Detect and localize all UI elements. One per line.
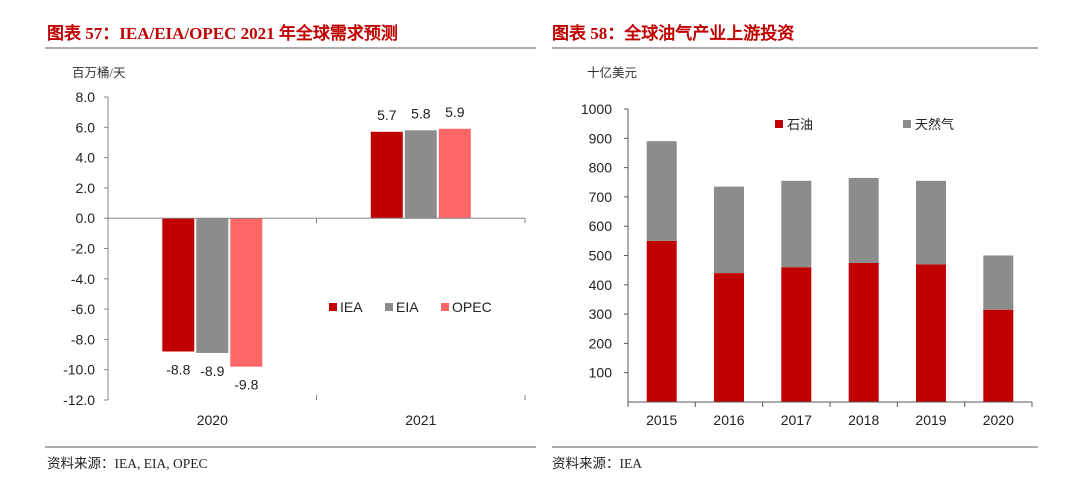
y-tick-label: -10.0	[63, 362, 95, 378]
legend-label-opec: OPEC	[452, 299, 492, 315]
y-tick-label: 400	[589, 277, 613, 293]
bar-eia-2020	[196, 218, 229, 353]
y-tick-label: 900	[589, 130, 613, 146]
right-unit-label: 十亿美元	[587, 65, 637, 80]
y-tick-label: 500	[589, 248, 613, 264]
bar-opec-2021	[438, 128, 471, 219]
data-label: 5.7	[377, 107, 397, 123]
x-category-label: 2017	[781, 412, 812, 428]
bar-iea-2020	[162, 218, 195, 352]
left-bar-chart: -8.8 5.7 -8.9 5.8 -9.8 5.9 8.0 6.0 4.0 2.0 0.0 -2.0…	[63, 89, 526, 428]
bar-segment-oil-2015	[646, 240, 677, 402]
legend-swatch-oil	[775, 120, 783, 128]
right-figure-panel: 图表 58：全球油气产业上游投资 十亿美元 2015 2016 2017 2018 20…	[552, 23, 1038, 471]
y-tick-label: 300	[589, 306, 613, 322]
bar-iea-2021	[370, 131, 403, 219]
legend-label-iea: IEA	[340, 299, 363, 315]
legend-label-oil: 石油	[787, 117, 813, 132]
y-tick-label: 8.0	[76, 89, 96, 105]
x-category-label: 2018	[848, 412, 879, 428]
x-category-label: 2020	[983, 412, 1014, 428]
y-tick-label: 200	[589, 335, 613, 351]
y-tick-label: 4.0	[76, 150, 96, 166]
x-category-label: 2015	[646, 412, 677, 428]
x-category-label: 2020	[197, 412, 228, 428]
y-tick-label: 100	[589, 365, 613, 381]
bar-eia-2021	[404, 130, 437, 219]
legend-label-gas: 天然气	[915, 117, 954, 132]
x-category-label: 2021	[405, 412, 436, 428]
x-category-label: 2016	[713, 412, 744, 428]
y-tick-label: 0.0	[76, 210, 96, 226]
bar-opec-2020	[230, 218, 263, 367]
legend-label-eia: EIA	[396, 299, 419, 315]
bar-segment-gas-2015	[646, 141, 677, 241]
legend: 石油 天然气	[775, 117, 954, 132]
bar-segment-gas-2019	[916, 180, 946, 265]
data-label: -8.8	[166, 362, 190, 378]
bar-segment-oil-2020	[983, 309, 1014, 402]
left-figure-title: 图表 57：IEA/EIA/OPEC 2021 年全球需求预测	[47, 23, 398, 43]
right-figure-title: 图表 58：全球油气产业上游投资	[552, 23, 794, 43]
x-category-label: 2019	[915, 412, 946, 428]
bar-segment-oil-2016	[714, 273, 744, 402]
left-unit-label: 百万桶/天	[72, 65, 126, 80]
data-label: 5.8	[411, 105, 431, 121]
data-label: 5.9	[445, 104, 465, 120]
y-tick-label: -12.0	[63, 392, 95, 408]
y-tick-label: 700	[589, 189, 613, 205]
y-tick-label: 600	[589, 218, 613, 234]
bar-segment-gas-2020	[983, 255, 1014, 310]
y-tick-label: 2.0	[76, 180, 96, 196]
data-label: -8.9	[200, 363, 224, 379]
y-tick-label: 800	[589, 160, 613, 176]
right-stacked-bar-chart: 2015 2016 2017 2018 2019 2020 1000 900 800 700 600…	[581, 101, 1033, 428]
bar-segment-gas-2016	[714, 186, 744, 273]
left-source-note: 资料来源：IEA, EIA, OPEC	[47, 456, 208, 471]
y-tick-label: -8.0	[71, 331, 95, 347]
bar-segment-gas-2017	[781, 180, 812, 268]
legend-swatch-eia	[385, 303, 393, 311]
y-tick-label: -6.0	[71, 301, 95, 317]
left-figure-panel: 图表 57：IEA/EIA/OPEC 2021 年全球需求预测 百万桶/天 -8…	[45, 23, 536, 471]
data-label: -9.8	[234, 377, 258, 393]
bar-segment-oil-2019	[916, 264, 946, 402]
right-source-note: 资料来源：IEA	[552, 456, 642, 471]
bar-segment-oil-2018	[848, 262, 879, 402]
legend-swatch-gas	[903, 120, 911, 128]
legend: IEA EIA OPEC	[329, 299, 492, 315]
y-tick-label: 1000	[581, 101, 612, 117]
y-tick-label: 6.0	[76, 119, 96, 135]
legend-swatch-opec	[441, 303, 449, 311]
y-tick-label: -2.0	[71, 241, 95, 257]
bar-segment-gas-2018	[848, 177, 879, 263]
bar-segment-oil-2017	[781, 267, 812, 402]
legend-swatch-iea	[329, 303, 337, 311]
y-tick-label: -4.0	[71, 271, 95, 287]
